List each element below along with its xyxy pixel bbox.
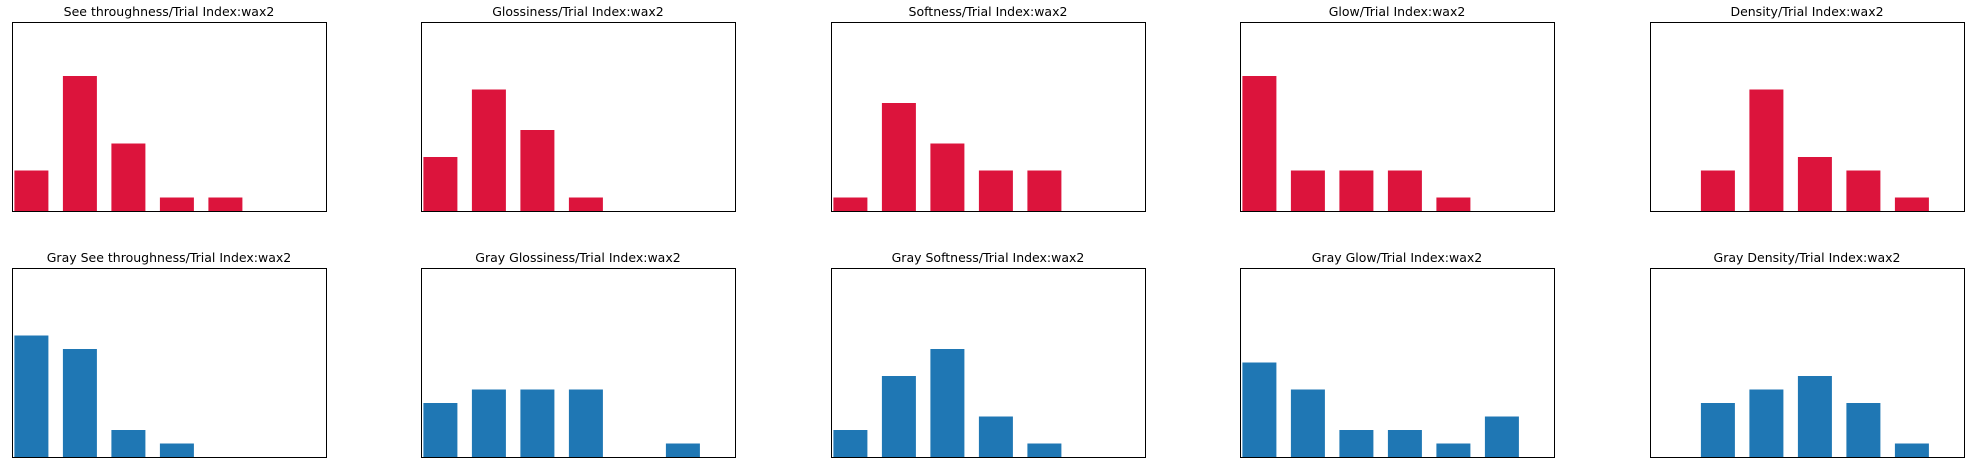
histogram-bar bbox=[423, 403, 458, 457]
histogram-bar bbox=[1797, 157, 1832, 211]
plot-frame bbox=[12, 268, 327, 458]
histogram-bar bbox=[568, 389, 603, 457]
histogram-bar bbox=[665, 443, 700, 457]
histogram-bar bbox=[111, 143, 146, 211]
histogram-bar bbox=[14, 335, 49, 457]
histogram-bar bbox=[978, 170, 1013, 211]
histogram-bar bbox=[930, 349, 965, 457]
chart-title: Gray See throughness/Trial Index:wax2 bbox=[47, 250, 291, 265]
histogram-bar bbox=[568, 197, 603, 211]
histogram-bar bbox=[1290, 170, 1325, 211]
chart-panel-7: Gray Glossiness/Trial Index:wax2 bbox=[421, 250, 736, 458]
chart-panel-2: Glossiness/Trial Index:wax2 bbox=[421, 4, 736, 212]
chart-panel-5: Density/Trial Index:wax2 bbox=[1650, 4, 1965, 212]
histogram-bar bbox=[1027, 443, 1062, 457]
histogram-bar bbox=[1846, 170, 1881, 211]
histogram-bar bbox=[1749, 89, 1784, 211]
histogram-bar bbox=[1027, 170, 1062, 211]
chart-panel-10: Gray Density/Trial Index:wax2 bbox=[1650, 250, 1965, 458]
plot-frame bbox=[1650, 22, 1965, 212]
chart-panel-1: See throughness/Trial Index:wax2 bbox=[12, 4, 327, 212]
plot-frame bbox=[1650, 268, 1965, 458]
histogram-bar bbox=[1484, 416, 1519, 457]
chart-panel-4: Glow/Trial Index:wax2 bbox=[1240, 4, 1555, 212]
plot-frame bbox=[421, 22, 736, 212]
histogram-bar bbox=[111, 430, 146, 457]
chart-title: Gray Density/Trial Index:wax2 bbox=[1714, 250, 1901, 265]
histogram-bar bbox=[1387, 170, 1422, 211]
histogram-bar bbox=[423, 157, 458, 211]
plot-frame bbox=[1240, 268, 1555, 458]
histogram-bar bbox=[471, 89, 506, 211]
histogram-bar bbox=[1700, 170, 1735, 211]
chart-title: Gray Glow/Trial Index:wax2 bbox=[1312, 250, 1482, 265]
histogram-bar bbox=[833, 430, 868, 457]
histogram-bar bbox=[1387, 430, 1422, 457]
plot-frame bbox=[12, 22, 327, 212]
histogram-bar bbox=[1339, 170, 1374, 211]
plot-frame bbox=[1240, 22, 1555, 212]
histogram-bar bbox=[159, 443, 194, 457]
histogram-bar bbox=[930, 143, 965, 211]
chart-panel-3: Softness/Trial Index:wax2 bbox=[831, 4, 1146, 212]
histogram-bar bbox=[978, 416, 1013, 457]
chart-panel-6: Gray See throughness/Trial Index:wax2 bbox=[12, 250, 327, 458]
histogram-bar bbox=[520, 130, 555, 211]
histogram-bar bbox=[62, 76, 97, 211]
histogram-bar bbox=[1242, 362, 1277, 457]
chart-title: See throughness/Trial Index:wax2 bbox=[64, 4, 275, 19]
histogram-bar bbox=[1436, 443, 1471, 457]
histogram-bar bbox=[1242, 76, 1277, 211]
histogram-bar bbox=[1749, 389, 1784, 457]
histogram-bar bbox=[1797, 376, 1832, 457]
chart-panel-8: Gray Softness/Trial Index:wax2 bbox=[831, 250, 1146, 458]
histogram-bar bbox=[1894, 443, 1929, 457]
histogram-bar bbox=[62, 349, 97, 457]
histogram-bar bbox=[1339, 430, 1374, 457]
chart-title: Softness/Trial Index:wax2 bbox=[909, 4, 1068, 19]
chart-title: Gray Softness/Trial Index:wax2 bbox=[892, 250, 1085, 265]
histogram-bar bbox=[471, 389, 506, 457]
histogram-bar bbox=[208, 197, 243, 211]
chart-title: Glow/Trial Index:wax2 bbox=[1329, 4, 1466, 19]
histogram-bar bbox=[520, 389, 555, 457]
plot-frame bbox=[831, 22, 1146, 212]
histogram-bar bbox=[159, 197, 194, 211]
histogram-bar bbox=[833, 197, 868, 211]
plot-frame bbox=[831, 268, 1146, 458]
chart-title: Density/Trial Index:wax2 bbox=[1730, 4, 1883, 19]
histogram-bar bbox=[14, 170, 49, 211]
chart-title: Glossiness/Trial Index:wax2 bbox=[492, 4, 664, 19]
histogram-bar bbox=[1894, 197, 1929, 211]
histogram-bar bbox=[1436, 197, 1471, 211]
histogram-bar bbox=[1290, 389, 1325, 457]
histogram-bar bbox=[881, 376, 916, 457]
histogram-bar bbox=[1846, 403, 1881, 457]
histogram-bar bbox=[881, 103, 916, 211]
plot-frame bbox=[421, 268, 736, 458]
histogram-bar bbox=[1700, 403, 1735, 457]
chart-panel-9: Gray Glow/Trial Index:wax2 bbox=[1240, 250, 1555, 458]
chart-title: Gray Glossiness/Trial Index:wax2 bbox=[475, 250, 680, 265]
